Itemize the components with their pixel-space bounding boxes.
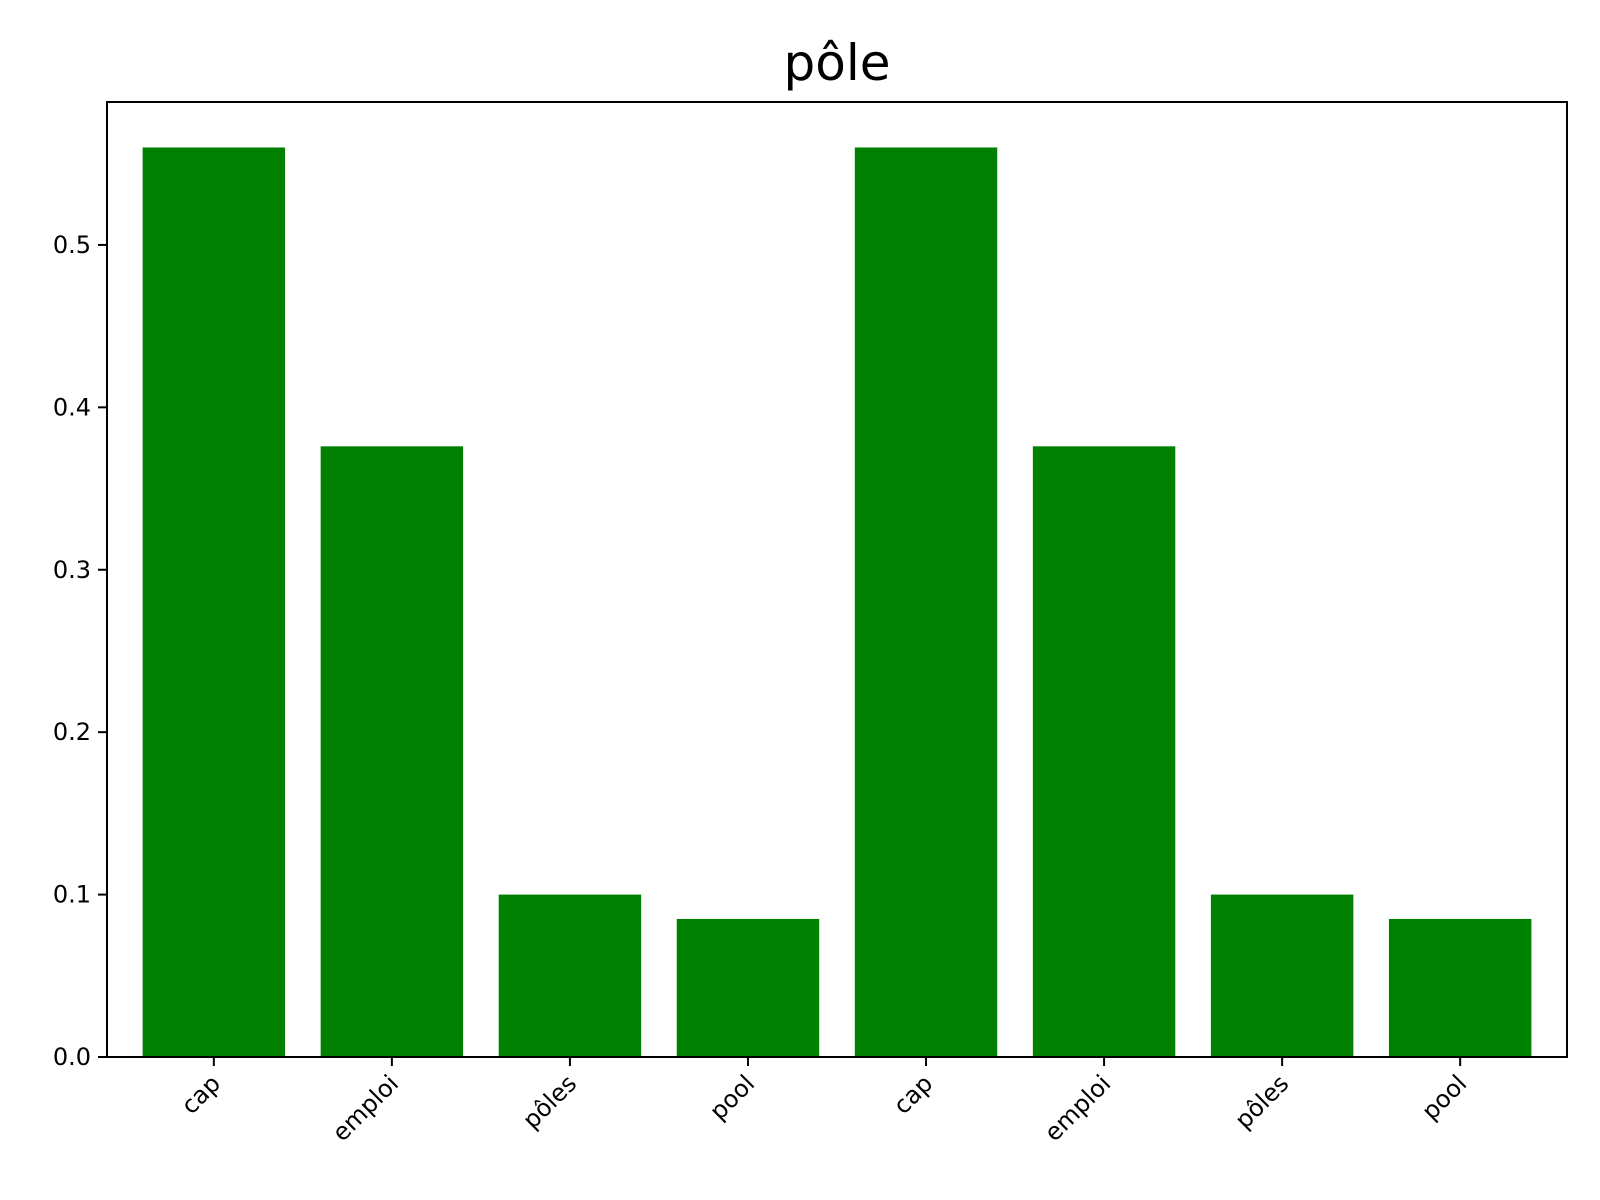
y-tick-label: 0.4 xyxy=(53,393,91,421)
bars-group xyxy=(142,147,1532,1058)
x-tick-label: pôles xyxy=(1229,1069,1294,1134)
x-tick-label: pool xyxy=(704,1069,760,1125)
y-tick-label: 0.2 xyxy=(53,718,91,746)
bar-pool-7 xyxy=(1388,918,1532,1057)
bar-emploi-1 xyxy=(320,446,464,1058)
x-tick-label: pôles xyxy=(517,1069,582,1134)
y-tick-label: 0.1 xyxy=(53,881,91,909)
y-tick-label: 0.3 xyxy=(53,556,91,584)
y-axis: 0.0 0.1 0.2 0.3 0.4 0.5 xyxy=(53,231,107,1071)
x-tick-label: cap xyxy=(888,1069,938,1119)
x-tick-label: pool xyxy=(1416,1069,1472,1125)
bar-pool-3 xyxy=(676,918,820,1057)
x-tick-label: cap xyxy=(176,1069,226,1119)
x-axis: cap emploi pôles pool cap emploi pôles pool xyxy=(176,1057,1472,1147)
chart-title: pôle xyxy=(784,34,891,92)
plot-frame xyxy=(106,101,1568,1058)
bar-pôles-6 xyxy=(1210,894,1354,1057)
y-tick-label: 0.5 xyxy=(53,231,91,259)
bar-pôles-2 xyxy=(498,894,642,1057)
bar-cap-0 xyxy=(142,147,286,1057)
y-tick-label: 0.0 xyxy=(53,1043,91,1071)
x-tick-label: emploi xyxy=(1039,1069,1116,1146)
bar-cap-4 xyxy=(854,147,998,1057)
bar-emploi-5 xyxy=(1032,446,1176,1058)
x-tick-label: emploi xyxy=(327,1069,404,1146)
